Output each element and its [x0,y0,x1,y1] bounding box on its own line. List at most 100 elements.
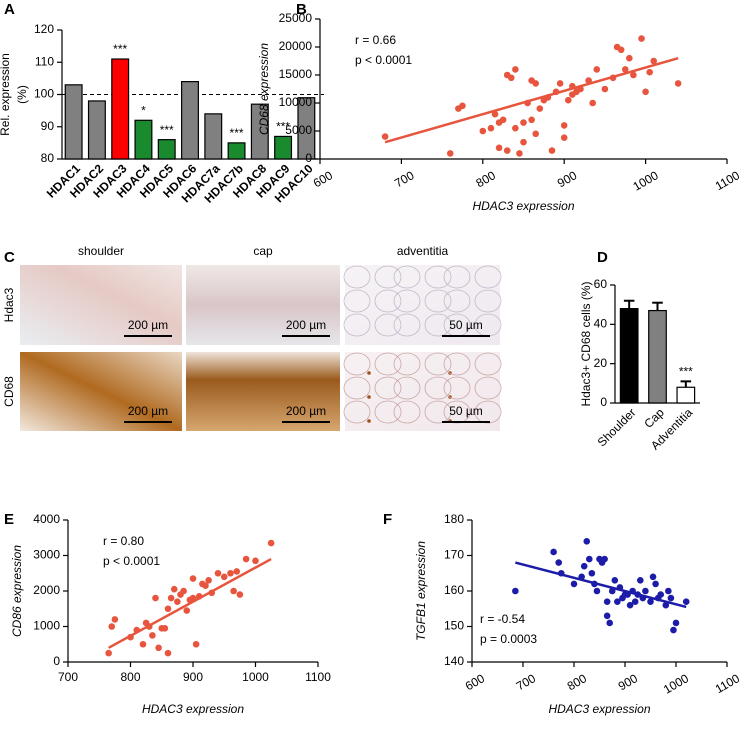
adipocyte [393,376,421,400]
bar [87,100,106,160]
point [532,80,540,87]
point [532,130,540,138]
adipocyte [393,352,421,376]
point [149,632,156,639]
adipocyte [424,352,452,376]
fit-line [384,56,679,144]
point [233,568,241,575]
adipocyte [474,265,502,289]
bar [227,142,246,160]
significance-label: *** [113,42,127,56]
point [174,598,181,605]
point [183,607,191,614]
point [164,649,172,657]
panel-label: A [4,1,15,18]
row-label: CD68 [2,376,16,407]
adipocyte [424,313,452,337]
point [155,644,162,652]
adipocyte [474,376,502,400]
scale-bar-label: 200 µm [286,318,326,332]
point [630,71,637,79]
adipocyte [374,400,402,424]
point [606,619,613,627]
adipocyte [424,289,452,313]
adipocyte [393,265,421,289]
point [381,133,389,140]
point [487,124,495,132]
point [520,138,527,146]
y-tick-label: 0 [53,654,60,668]
point [512,66,519,73]
adipocyte [343,376,371,400]
y-axis-label: Hdac3+ CD68 cells (%) [579,281,593,406]
bar [64,84,83,160]
stat-label: p < 0.0001 [355,53,412,67]
y-tick-label: 180 [444,512,464,526]
point [252,557,259,565]
bar [204,113,223,160]
y-tick-label: 25000 [279,11,313,25]
point [520,119,527,126]
column-label: cap [253,244,273,258]
adipocyte [443,289,471,313]
point [637,577,644,584]
panel-label: B [296,1,307,18]
bar [111,58,130,160]
bar [250,103,269,160]
x-tick-label: 900 [616,671,641,693]
panel-label: C [4,249,15,266]
point [528,116,535,124]
fit-line [515,561,687,609]
adipocyte [374,265,402,289]
point [580,562,588,570]
adipocyte [474,289,502,313]
x-axis-label: HDAC3 expression [142,702,244,716]
micrograph-image [20,352,182,431]
point [512,587,519,595]
y-tick-label: 90 [41,119,55,133]
point [556,80,564,87]
micrograph-image [345,265,500,345]
x-tick-label: 700 [58,670,78,684]
y-tick-label: 40 [594,317,608,331]
adipocyte [424,265,452,289]
point [242,555,250,563]
point [516,150,523,157]
stained-cell [367,371,371,375]
scale-bar-label: 50 µm [449,404,483,418]
y-tick-label: 2000 [33,583,60,597]
point [220,573,228,581]
bar [157,139,176,160]
point [161,624,169,632]
point [662,601,670,609]
y-tick-label: 20 [594,356,608,370]
point [167,594,175,602]
x-tick-label: 700 [392,168,417,190]
point [570,580,578,588]
x-tick-label: 1000 [631,168,661,194]
y-tick-label: 4000 [33,512,60,526]
column-label: shoulder [78,244,124,258]
point [649,573,657,581]
x-axis-label: HDAC3 expression [472,199,574,213]
point [236,591,244,598]
micrograph-image [20,265,182,345]
y-tick-label: 80 [41,151,55,165]
adipocyte [424,376,452,400]
stat-label: r = 0.66 [355,33,396,47]
adipocyte [393,289,421,313]
x-axis-label: HDAC3 expression [548,702,650,716]
point [152,594,159,602]
point [108,623,116,630]
point [672,619,680,627]
micrograph-image [186,352,340,431]
adipocyte [374,313,402,337]
point [560,122,568,129]
point [593,587,601,595]
y-tick-label: 1000 [33,619,60,633]
y-tick-label: 100 [34,87,54,101]
point [446,150,454,157]
y-axis-label: (%) [15,85,29,104]
point [593,66,601,73]
y-tick-label: 15000 [279,67,313,81]
